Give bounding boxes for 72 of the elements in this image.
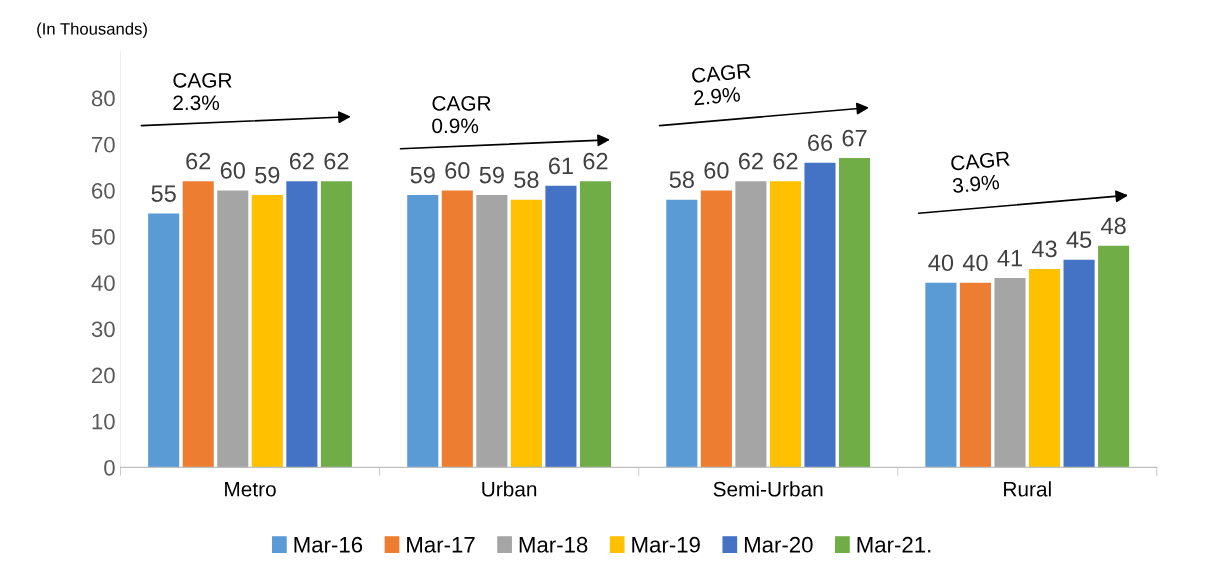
y-tick-label: 0 bbox=[104, 459, 115, 476]
x-tick-label: Metro bbox=[225, 482, 276, 497]
y-tick-label: 60 bbox=[92, 182, 115, 199]
data-label: 40 bbox=[928, 254, 954, 272]
legend-label: Mar-16 bbox=[294, 536, 363, 553]
data-label: 62 bbox=[324, 152, 349, 170]
data-label: 60 bbox=[445, 162, 470, 179]
annotation: CAGR 0.9% bbox=[432, 96, 491, 134]
bar bbox=[251, 195, 283, 468]
y-tick-label: 10 bbox=[92, 413, 115, 430]
data-label: 55 bbox=[151, 185, 176, 202]
x-tick-label: Rural bbox=[1004, 481, 1051, 497]
bar bbox=[217, 190, 249, 468]
legend-label: Mar-18 bbox=[519, 536, 588, 553]
bar bbox=[994, 278, 1026, 468]
data-label: 59 bbox=[479, 166, 504, 184]
y-tick-label: 30 bbox=[91, 321, 115, 338]
annotation: CAGR 3.9% bbox=[950, 151, 1010, 194]
bar bbox=[148, 213, 180, 468]
data-label: 62 bbox=[186, 152, 211, 170]
bar bbox=[579, 181, 612, 468]
bar bbox=[769, 181, 801, 468]
bar bbox=[510, 199, 542, 468]
data-label: 62 bbox=[583, 152, 608, 170]
bar bbox=[666, 199, 698, 468]
legend-label: Mar-17 bbox=[407, 537, 475, 553]
bar bbox=[839, 158, 871, 468]
bar bbox=[1098, 245, 1130, 468]
x-tick-label: Urban bbox=[482, 481, 537, 497]
data-label: 60 bbox=[220, 162, 245, 179]
data-label: 59 bbox=[410, 166, 435, 184]
bar bbox=[545, 185, 577, 468]
legend-label: Mar-21. bbox=[857, 536, 931, 553]
data-label: 66 bbox=[808, 134, 833, 152]
bar bbox=[804, 162, 836, 468]
bar bbox=[320, 181, 352, 468]
data-label: 58 bbox=[669, 171, 694, 189]
bar bbox=[1028, 268, 1061, 468]
data-label: 43 bbox=[1031, 240, 1057, 258]
bar bbox=[1063, 259, 1095, 468]
bar bbox=[286, 181, 318, 468]
data-label: 61 bbox=[549, 157, 573, 175]
y-tick-label: 50 bbox=[91, 229, 115, 245]
annotation: CAGR 2.3% bbox=[173, 72, 232, 111]
bar bbox=[925, 282, 957, 468]
y-tick-label: 80 bbox=[91, 90, 115, 107]
bar bbox=[476, 195, 508, 468]
y-tick-label: 70 bbox=[92, 136, 115, 153]
data-label: 48 bbox=[1101, 217, 1126, 235]
data-label: 62 bbox=[289, 152, 314, 170]
data-label: 62 bbox=[773, 152, 798, 170]
data-label: 45 bbox=[1066, 231, 1092, 249]
data-label: 59 bbox=[255, 166, 280, 184]
bar bbox=[735, 181, 767, 468]
bar bbox=[182, 181, 214, 468]
bar bbox=[441, 190, 473, 468]
legend-label: Mar-20 bbox=[744, 536, 813, 553]
y-axis-title: (In Thousands) bbox=[37, 22, 147, 39]
data-label: 58 bbox=[514, 171, 539, 189]
y-tick-label: 40 bbox=[91, 275, 115, 291]
data-label: 67 bbox=[842, 129, 867, 147]
legend-label: Mar-19 bbox=[632, 536, 700, 553]
data-label: 41 bbox=[997, 250, 1022, 267]
data-label: 62 bbox=[738, 152, 763, 170]
bar bbox=[959, 282, 991, 468]
annotation: CAGR 2.9% bbox=[691, 63, 751, 106]
y-tick-label: 20 bbox=[92, 367, 115, 384]
bar bbox=[700, 190, 732, 468]
data-label: 60 bbox=[704, 162, 729, 179]
bar bbox=[407, 195, 439, 468]
data-label: 40 bbox=[962, 254, 988, 272]
x-tick-label: Semi-Urban bbox=[713, 481, 823, 497]
